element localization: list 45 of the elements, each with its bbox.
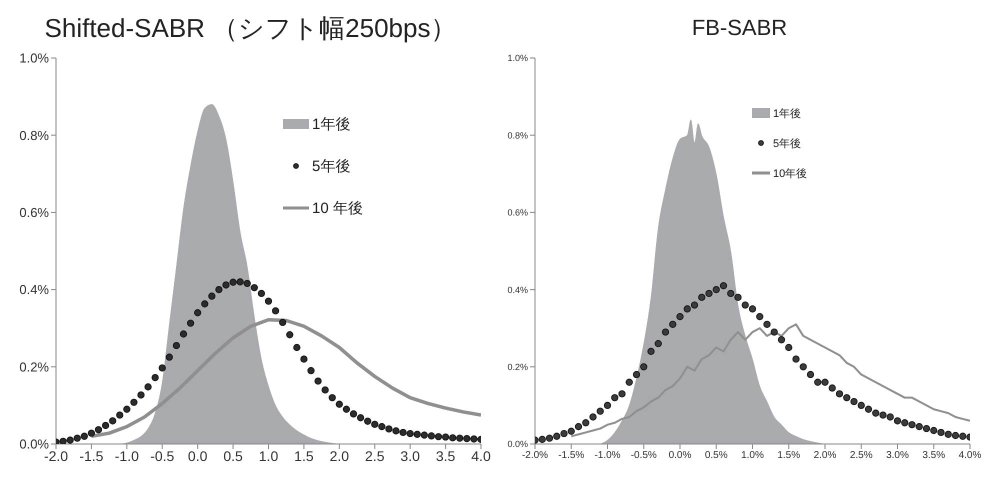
x-tick-label: 0.0%: [668, 450, 692, 462]
x-tick-label: 1.5%: [777, 450, 800, 462]
y-tick-label: 0.8%: [19, 128, 50, 143]
x-tick-label: 2.5: [365, 448, 385, 464]
x-tick-label: -0.5: [150, 448, 175, 464]
x-tick-label: 1.0%: [741, 450, 764, 462]
legend-label: 1年後: [773, 106, 802, 120]
x-tick-label: 0.0: [188, 448, 208, 464]
x-tick-label: 3.5%: [922, 450, 946, 462]
legend-label: 5年後: [312, 156, 350, 176]
x-tick-label: 0.5%: [704, 450, 728, 462]
chart-title: FB-SABR: [690, 14, 788, 42]
x-tick-label: -1.0: [114, 448, 140, 464]
x-tick-label: 3.0: [400, 448, 420, 464]
legend-label: 10年後: [773, 166, 808, 180]
y-tick-label: 0.4%: [19, 282, 50, 298]
y-tick-label: 0.0%: [507, 439, 528, 450]
x-tick-label: 2.5%: [850, 450, 873, 462]
x-tick-label: -1.5%: [558, 450, 584, 462]
x-tick-label: 1.5: [294, 448, 314, 464]
x-tick-label: 3.0%: [886, 450, 910, 462]
x-tick-label: 1.0: [258, 448, 278, 464]
x-tick-label: -1.5: [79, 448, 104, 464]
y-tick-label: 0.6%: [19, 205, 50, 220]
x-tick-label: 4.0%: [958, 450, 982, 462]
x-tick-label: 2.0%: [814, 450, 837, 462]
y-tick-label: 0.4%: [507, 284, 528, 295]
line-series: [570, 323, 970, 438]
x-tick-label: -2.0%: [522, 450, 548, 462]
y-tick-label: 0.8%: [507, 130, 528, 140]
legend-label: 5年後: [773, 136, 802, 150]
x-tick-label: 3.5: [436, 448, 456, 464]
legend-label: 1年後: [312, 114, 350, 134]
chart-title: Shifted-SABR （シフト幅250bps）: [44, 12, 458, 45]
x-tick-label: 2.0: [330, 448, 350, 464]
x-tick-label: -1.0%: [594, 450, 621, 462]
y-tick-label: 0.2%: [507, 362, 528, 372]
y-tick-label: 1.0%: [507, 53, 528, 64]
y-tick-label: 1.0%: [19, 50, 50, 66]
y-tick-label: 0.2%: [19, 359, 50, 374]
x-tick-label: 0.5: [223, 448, 244, 464]
y-tick-label: 0.6%: [507, 208, 528, 218]
legend-label: 10 年後: [312, 198, 363, 218]
x-tick-label: 4.0: [471, 448, 491, 464]
x-tick-label: -0.5%: [630, 450, 657, 462]
